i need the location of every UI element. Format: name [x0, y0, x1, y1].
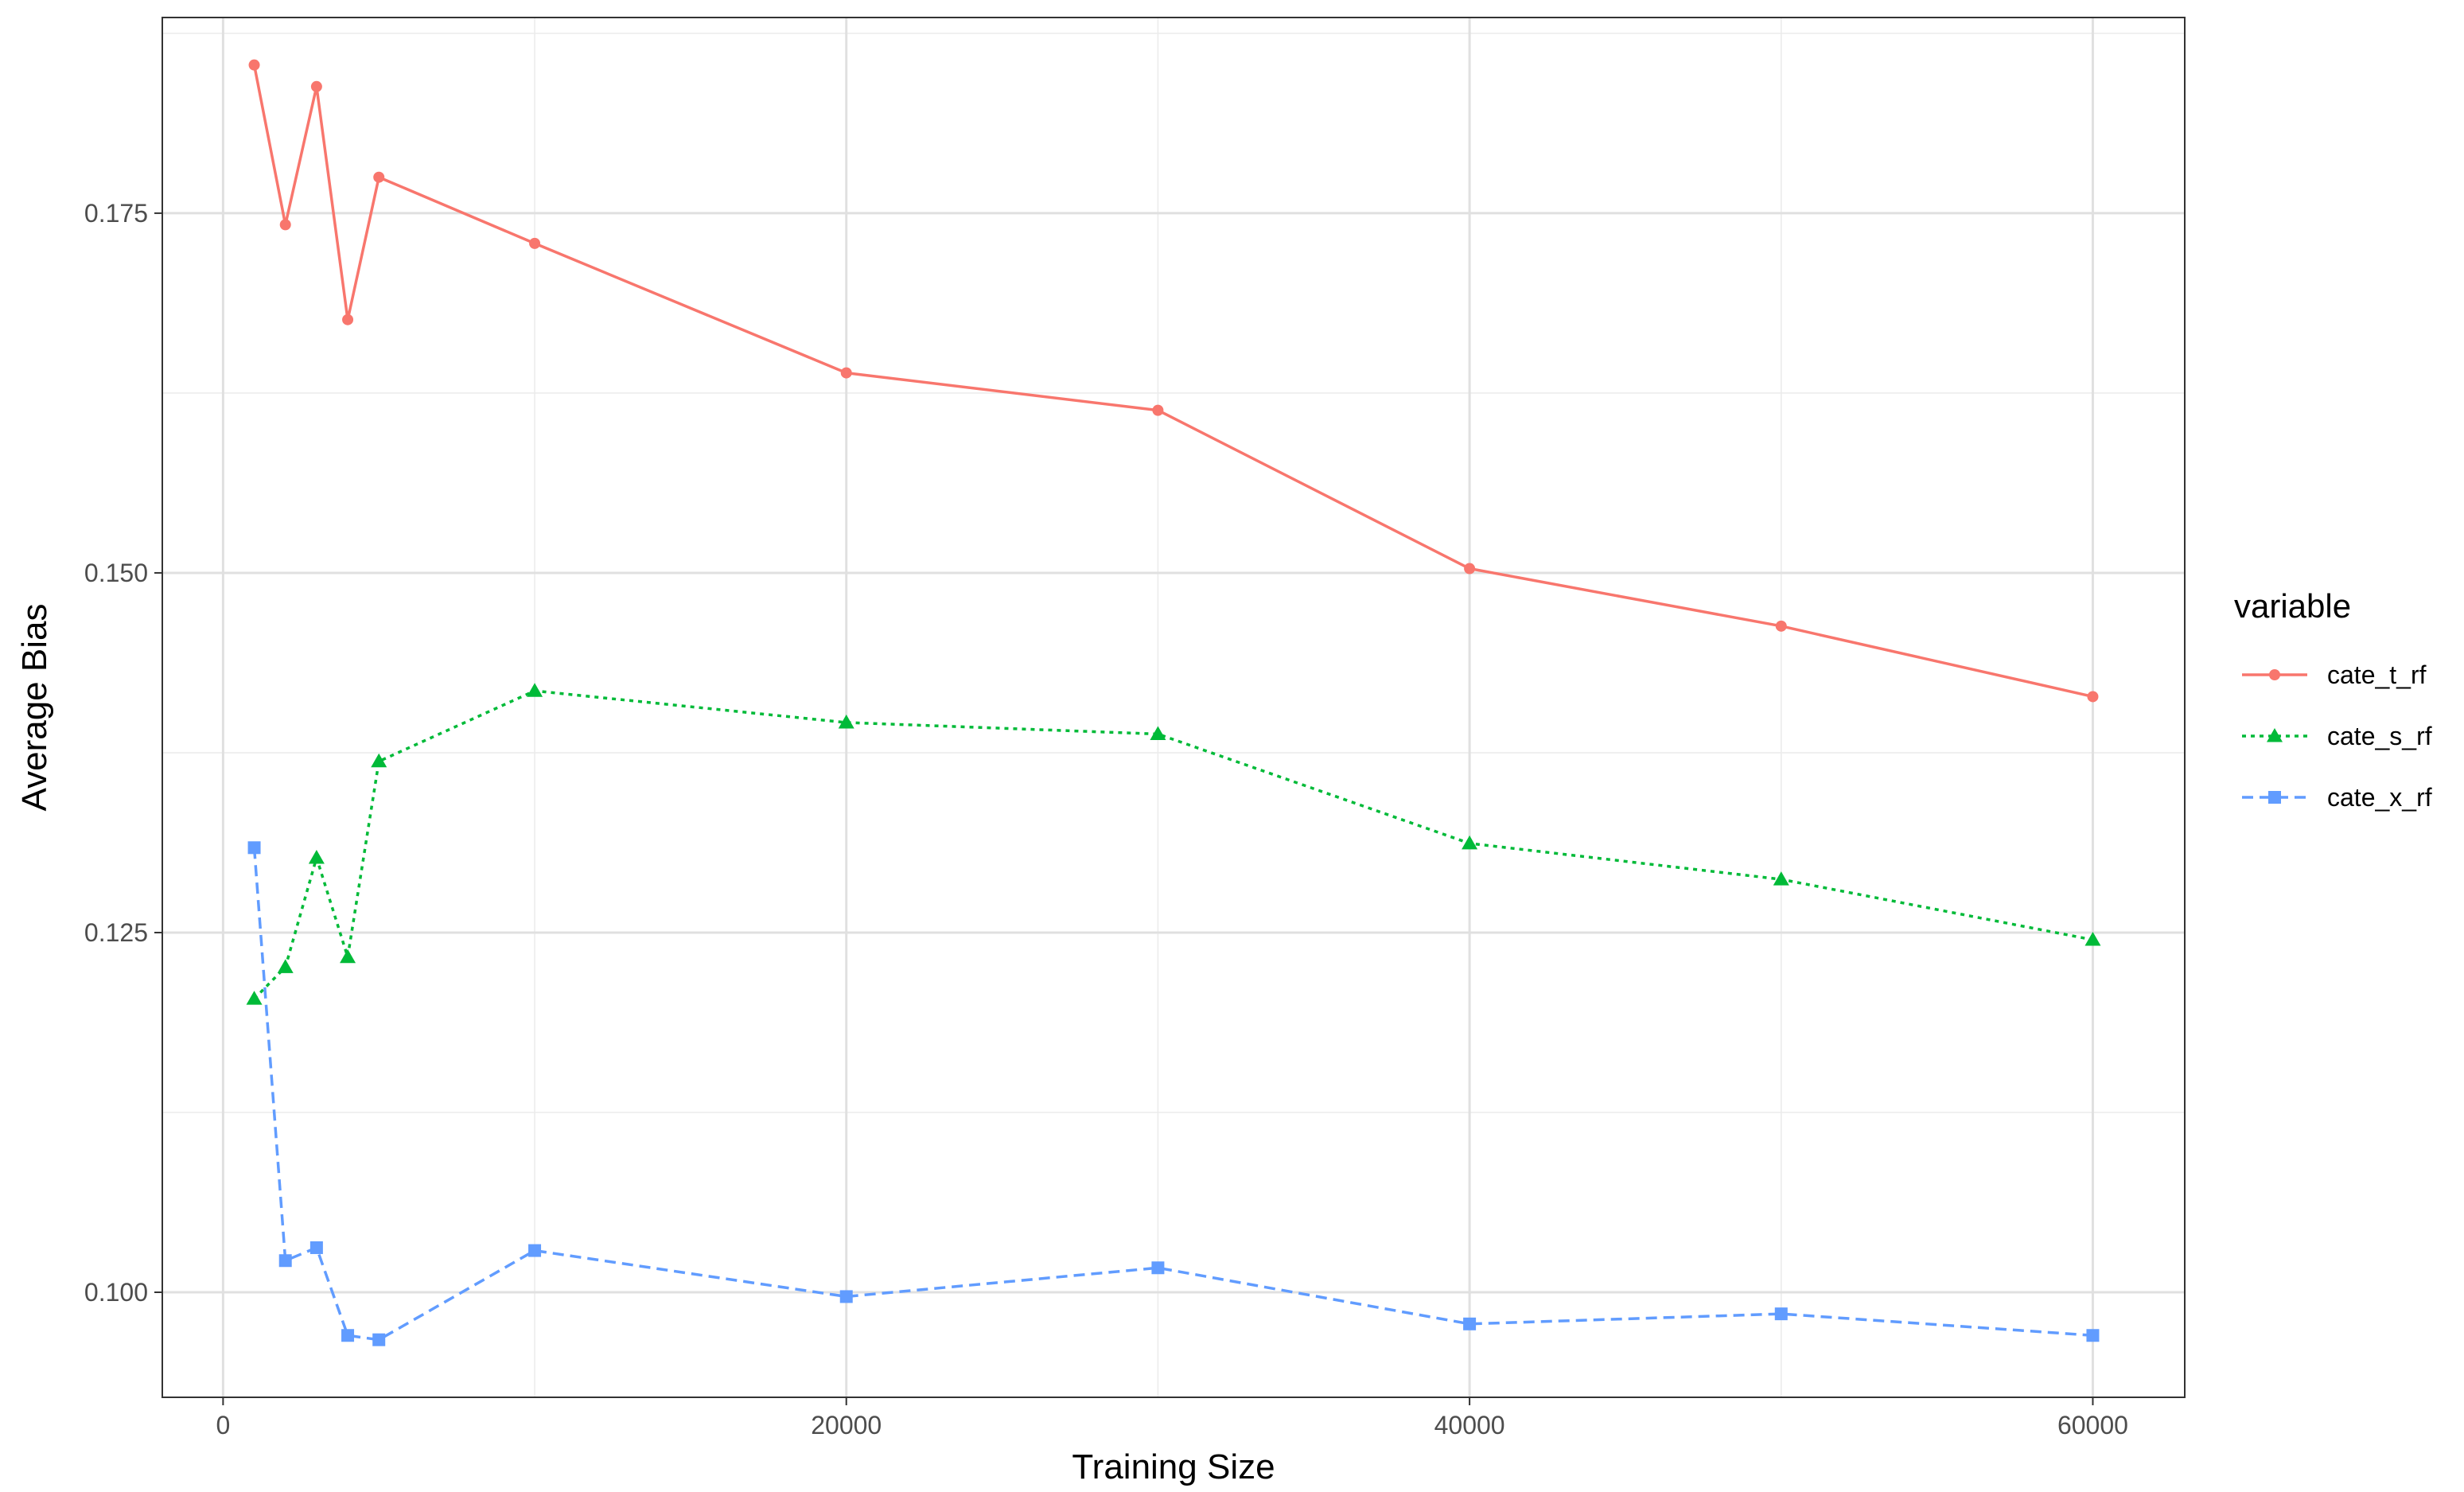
data-point-cate_s_rf — [1773, 871, 1789, 886]
data-point-cate_s_rf — [340, 949, 356, 964]
y-tick-label: 0.150 — [84, 559, 148, 587]
data-point-cate_x_rf — [1151, 1261, 1165, 1275]
series-cate_x_rf — [247, 841, 2100, 1346]
data-point-cate_s_rf — [2084, 932, 2101, 946]
data-point-cate_x_rf — [247, 841, 261, 855]
x-tick-label: 0 — [216, 1411, 230, 1439]
grid — [162, 18, 2185, 1397]
data-point-cate_t_rf — [529, 237, 541, 249]
data-point-cate_t_rf — [840, 367, 852, 379]
data-point-cate_t_rf — [2087, 691, 2099, 703]
legend-key-marker — [2267, 728, 2283, 742]
legend-label: cate_x_rf — [2327, 783, 2432, 812]
data-point-cate_s_rf — [308, 849, 325, 864]
legend-item-cate_s_rf: cate_s_rf — [2242, 722, 2432, 750]
series-line-cate_s_rf — [253, 689, 2093, 1000]
data-point-cate_t_rf — [248, 59, 260, 71]
x-tick-label: 40000 — [1434, 1411, 1505, 1439]
data-point-cate_s_rf — [277, 959, 294, 973]
data-point-cate_t_rf — [1464, 563, 1476, 575]
series-layer — [246, 59, 2101, 1346]
data-point-cate_t_rf — [373, 171, 385, 183]
x-axis-title: Training Size — [1072, 1447, 1275, 1486]
data-point-cate_s_rf — [527, 683, 543, 697]
data-point-cate_x_rf — [278, 1254, 292, 1268]
x-tick-label: 60000 — [2057, 1411, 2128, 1439]
data-point-cate_x_rf — [341, 1329, 355, 1342]
data-point-cate_s_rf — [246, 991, 263, 1005]
legend-label: cate_t_rf — [2327, 660, 2427, 689]
data-point-cate_x_rf — [309, 1241, 323, 1254]
legend-item-cate_x_rf: cate_x_rf — [2242, 783, 2432, 812]
series-line-cate_t_rf — [252, 64, 2093, 699]
legend-key-marker — [2268, 791, 2281, 804]
data-point-cate_s_rf — [1150, 726, 1166, 740]
axis-ticks: 0 20000 40000 60000 0.100 0.125 0.150 0.175 — [84, 199, 2128, 1439]
data-point-cate_t_rf — [342, 314, 354, 325]
y-tick-label: 0.175 — [84, 199, 148, 228]
data-point-cate_t_rf — [279, 219, 291, 231]
y-tick-label: 0.100 — [84, 1278, 148, 1307]
data-point-cate_t_rf — [310, 80, 322, 92]
data-point-cate_x_rf — [1463, 1317, 1477, 1330]
data-point-cate_t_rf — [1775, 620, 1787, 632]
legend: variable cate_t_rf cate_s_rf cate_x_rf — [2234, 587, 2432, 812]
data-point-cate_s_rf — [371, 753, 387, 768]
data-point-cate_s_rf — [1462, 835, 1478, 850]
data-point-cate_x_rf — [2086, 1329, 2100, 1342]
series-cate_t_rf — [248, 59, 2099, 703]
data-point-cate_x_rf — [372, 1333, 386, 1346]
panel-border — [162, 17, 2186, 1398]
legend-item-cate_t_rf: cate_t_rf — [2242, 660, 2427, 689]
data-point-cate_s_rf — [838, 714, 854, 729]
legend-label: cate_s_rf — [2327, 722, 2432, 750]
legend-title: variable — [2234, 587, 2351, 625]
data-point-cate_x_rf — [528, 1244, 542, 1257]
series-line-cate_x_rf — [252, 847, 2093, 1342]
series-cate_s_rf — [246, 683, 2101, 1005]
data-point-cate_x_rf — [1774, 1307, 1788, 1321]
x-tick-label: 20000 — [811, 1411, 882, 1439]
data-point-cate_x_rf — [839, 1290, 853, 1303]
legend-key-marker — [2269, 669, 2280, 680]
y-axis-title: Average Bias — [15, 604, 54, 812]
y-tick-label: 0.125 — [84, 918, 148, 947]
data-point-cate_t_rf — [1152, 404, 1164, 416]
